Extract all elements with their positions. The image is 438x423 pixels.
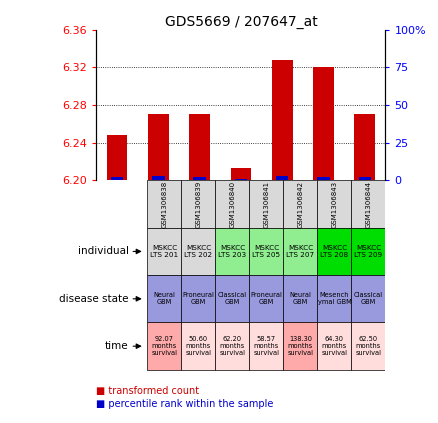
Bar <box>359 177 371 180</box>
Bar <box>249 322 283 370</box>
Text: individual: individual <box>78 247 129 256</box>
Bar <box>215 228 249 275</box>
Text: GSM1306844: GSM1306844 <box>365 181 371 228</box>
Text: MSKCC
LTS 201: MSKCC LTS 201 <box>150 245 178 258</box>
Bar <box>181 228 215 275</box>
Text: GSM1306842: GSM1306842 <box>297 181 304 228</box>
Text: 138.30
months
survival: 138.30 months survival <box>287 336 314 356</box>
Title: GDS5669 / 207647_at: GDS5669 / 207647_at <box>165 14 317 29</box>
Text: 62.50
months
survival: 62.50 months survival <box>355 336 381 356</box>
Bar <box>249 228 283 275</box>
Bar <box>107 135 127 180</box>
Bar <box>272 60 293 180</box>
Text: MSKCC
LTS 207: MSKCC LTS 207 <box>286 245 314 258</box>
Bar <box>283 228 318 275</box>
Bar <box>318 180 351 228</box>
Bar <box>283 180 318 228</box>
Text: MSKCC
LTS 203: MSKCC LTS 203 <box>218 245 247 258</box>
Text: Mesench
ymal GBM: Mesench ymal GBM <box>318 292 351 305</box>
Text: Classical
GBM: Classical GBM <box>218 292 247 305</box>
Text: time: time <box>105 341 129 351</box>
Text: MSKCC
LTS 205: MSKCC LTS 205 <box>252 245 280 258</box>
Bar <box>354 114 375 180</box>
Text: Proneural
GBM: Proneural GBM <box>183 292 214 305</box>
Text: MSKCC
LTS 208: MSKCC LTS 208 <box>320 245 349 258</box>
Bar <box>215 322 249 370</box>
Bar <box>318 228 351 275</box>
Bar <box>147 180 181 228</box>
Bar <box>318 322 351 370</box>
Bar <box>230 168 251 180</box>
Bar <box>351 275 385 322</box>
Text: MSKCC
LTS 202: MSKCC LTS 202 <box>184 245 212 258</box>
Bar <box>194 177 206 180</box>
Text: GSM1306841: GSM1306841 <box>263 181 269 228</box>
Bar <box>215 275 249 322</box>
Bar <box>317 177 330 180</box>
Bar <box>249 180 283 228</box>
Bar <box>313 67 334 180</box>
Bar <box>111 177 123 180</box>
Text: MSKCC
LTS 209: MSKCC LTS 209 <box>354 245 382 258</box>
Bar <box>215 180 249 228</box>
Bar <box>283 322 318 370</box>
Bar <box>318 275 351 322</box>
Text: Neural
GBM: Neural GBM <box>290 292 311 305</box>
Text: GSM1306839: GSM1306839 <box>195 181 201 228</box>
Text: GSM1306838: GSM1306838 <box>161 181 167 228</box>
Text: 64.30
months
survival: 64.30 months survival <box>321 336 347 356</box>
Text: GSM1306840: GSM1306840 <box>230 181 235 228</box>
Text: 62.20
months
survival: 62.20 months survival <box>219 336 245 356</box>
Text: Proneural
GBM: Proneural GBM <box>251 292 283 305</box>
Text: disease state: disease state <box>59 294 129 304</box>
Text: 58.57
months
survival: 58.57 months survival <box>254 336 279 356</box>
Bar <box>147 275 181 322</box>
Bar <box>148 114 169 180</box>
Bar <box>351 322 385 370</box>
Bar <box>181 275 215 322</box>
Bar <box>147 322 181 370</box>
Text: GSM1306843: GSM1306843 <box>332 181 337 228</box>
Text: 50.60
months
survival: 50.60 months survival <box>185 336 212 356</box>
Text: 92.07
months
survival: 92.07 months survival <box>152 336 177 356</box>
Text: ■ percentile rank within the sample: ■ percentile rank within the sample <box>96 399 274 409</box>
Bar <box>351 228 385 275</box>
Bar <box>181 322 215 370</box>
Bar <box>235 179 247 180</box>
Bar <box>152 176 165 180</box>
Bar <box>189 114 210 180</box>
Text: ■ transformed count: ■ transformed count <box>96 386 199 396</box>
Text: Neural
GBM: Neural GBM <box>153 292 175 305</box>
Bar <box>351 180 385 228</box>
Bar <box>283 275 318 322</box>
Bar <box>181 180 215 228</box>
Text: Classical
GBM: Classical GBM <box>354 292 383 305</box>
Bar <box>276 176 288 180</box>
Bar <box>249 275 283 322</box>
Bar <box>147 228 181 275</box>
